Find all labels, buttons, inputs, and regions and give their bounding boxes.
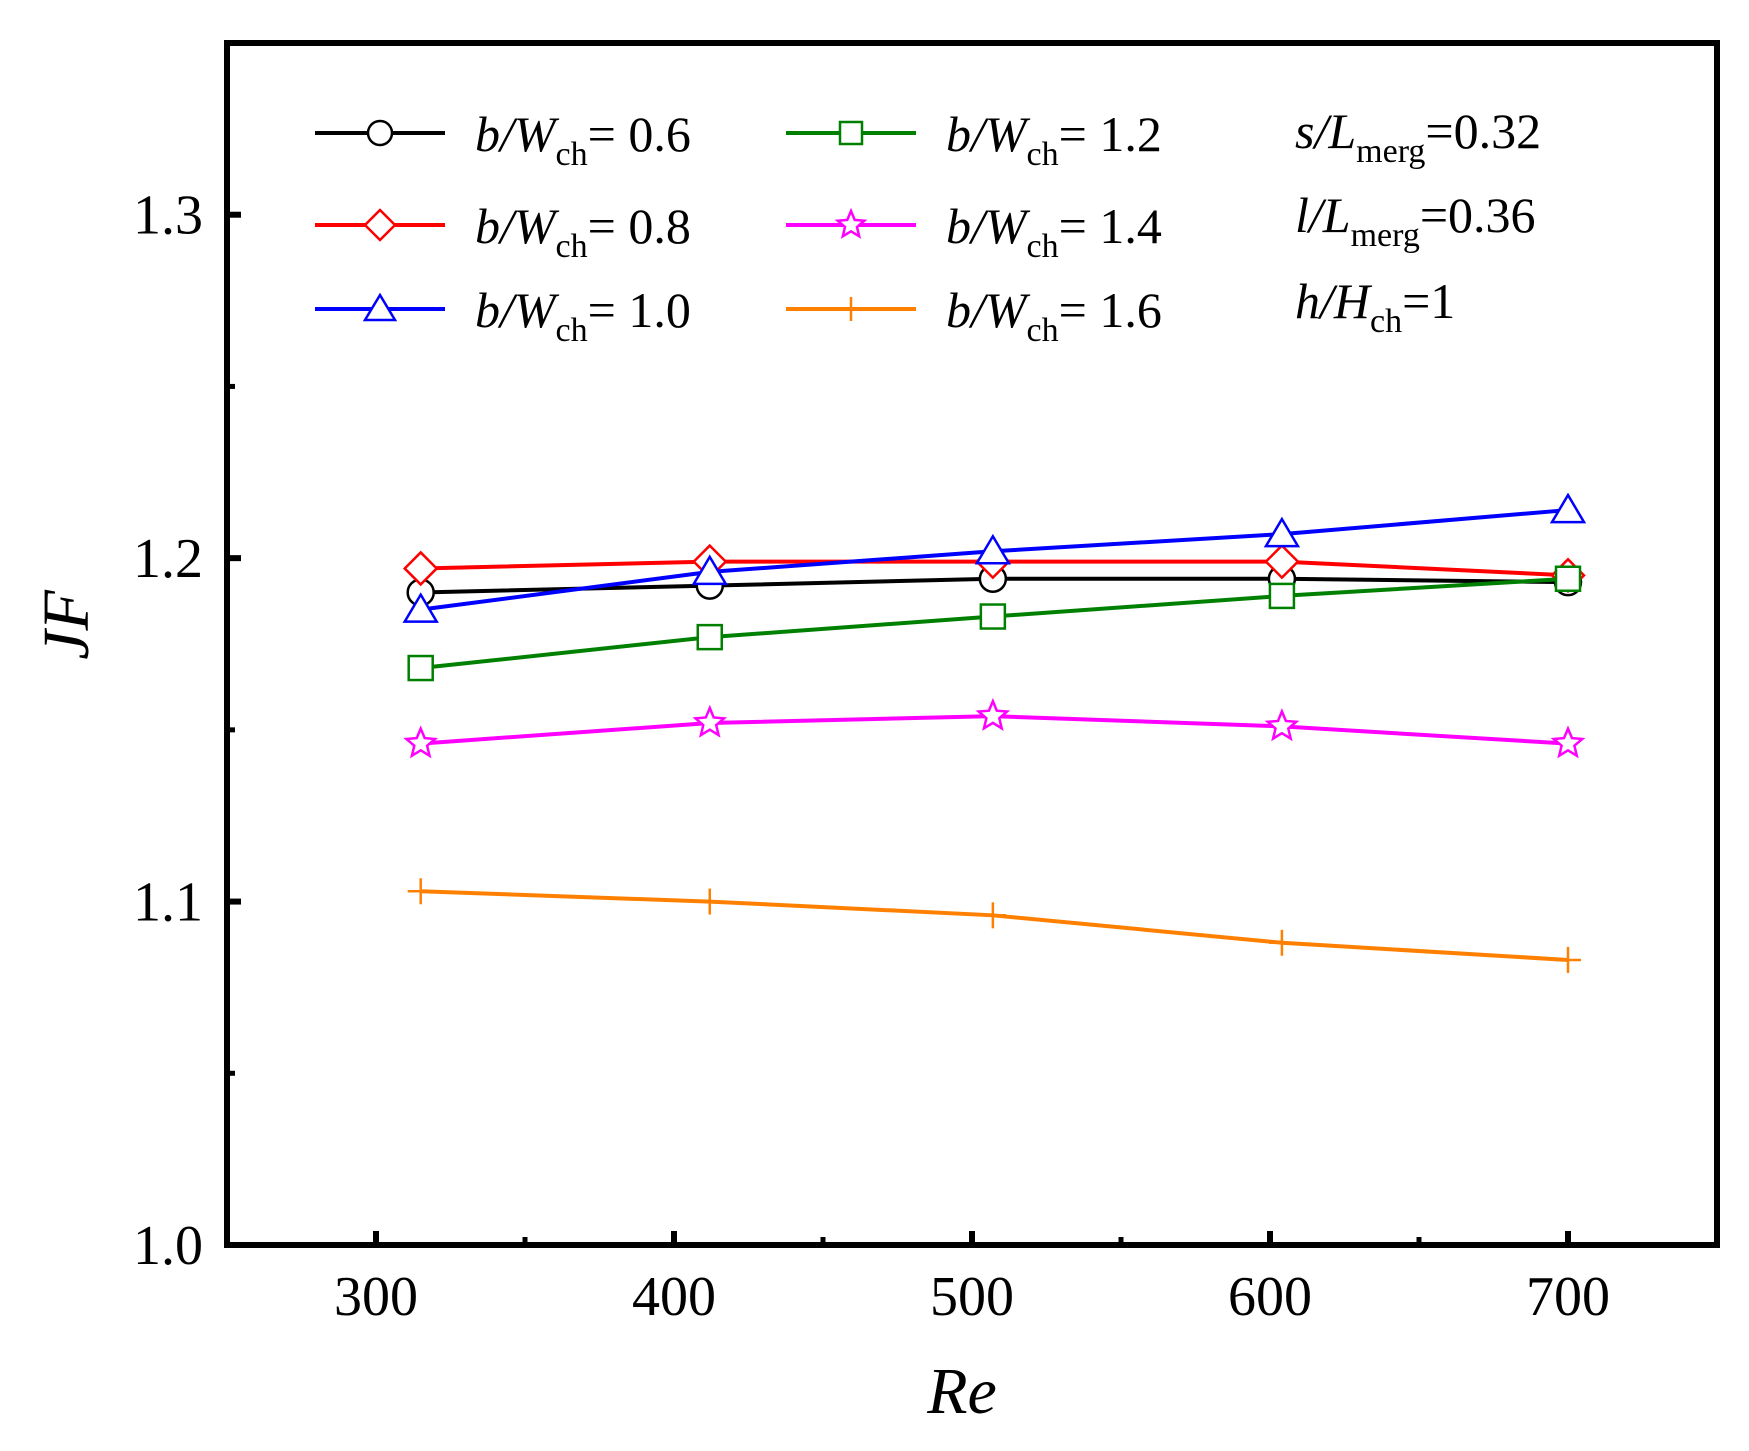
y-tick-label: 1.2 [133, 528, 203, 590]
legend-sub: ch [1027, 136, 1059, 173]
legend-sub: ch [556, 228, 588, 265]
series-line [420, 889, 1569, 962]
legend-item: b/Wch= 0.8 [315, 198, 691, 265]
x-tick-label: 500 [930, 1266, 1014, 1328]
y-tick-label: 1.0 [133, 1215, 203, 1277]
square-marker [1554, 565, 1582, 592]
legend-item: b/Wch= 0.6 [315, 106, 691, 173]
legend-label: b/Wch= 1.4 [946, 198, 1162, 265]
legend-var: b/W [475, 198, 560, 254]
x-tick-label: 700 [1526, 1266, 1610, 1328]
legend-var: b/W [475, 106, 560, 162]
legend-var: b/W [475, 282, 560, 338]
y-tick-label: 1.1 [133, 872, 203, 934]
legend-sub: ch [556, 136, 588, 173]
axis-titles: Re JF [30, 590, 997, 1428]
legend-label: b/Wch= 0.6 [475, 106, 691, 173]
star-marker [1550, 725, 1586, 759]
square-marker [407, 654, 434, 682]
note-var: s/L [1295, 103, 1356, 159]
legend: b/Wch= 0.6b/Wch= 0.8b/Wch= 1.0b/Wch= 1.2… [315, 106, 1162, 349]
star-marker [403, 725, 439, 759]
parameter-annotation: l/Lmerg=0.36 [1295, 187, 1536, 254]
data-series [402, 492, 1587, 973]
series-star [403, 697, 1586, 759]
y-tick-label: 1.3 [133, 185, 203, 247]
legend-value: = 1.0 [588, 282, 691, 338]
series-triangle [402, 492, 1587, 623]
series-square [407, 565, 1582, 682]
x-axis-title: Re [926, 1355, 997, 1428]
plus-marker [1268, 929, 1295, 956]
series-plus [407, 878, 1581, 973]
note-var: h/H [1295, 273, 1373, 329]
legend-item: b/Wch= 1.2 [786, 106, 1162, 173]
tick-labels: 300 400 500 600 700 1.0 1.1 1.2 1.3 [133, 185, 1610, 1328]
note-value: =0.32 [1425, 103, 1541, 159]
note-value: =1 [1402, 273, 1455, 329]
triangle-marker [1549, 492, 1587, 524]
parameter-annotation: s/Lmerg=0.32 [1295, 103, 1541, 170]
star-marker [975, 697, 1011, 731]
triangle-marker [362, 292, 398, 322]
diamond-marker [402, 550, 439, 587]
plus-marker [696, 888, 723, 915]
note-sub: merg [1351, 217, 1420, 254]
diamond-marker [363, 208, 397, 242]
x-tick-label: 600 [1228, 1266, 1312, 1328]
legend-item: b/Wch= 1.6 [786, 282, 1162, 349]
star-marker [1264, 708, 1300, 742]
note-var: l/L [1295, 187, 1351, 243]
legend-label: b/Wch= 0.8 [475, 198, 691, 265]
legend-var: b/W [946, 198, 1031, 254]
legend-label: b/Wch= 1.6 [946, 282, 1162, 349]
note-value: =0.36 [1420, 187, 1536, 243]
y-axis-title: JF [30, 590, 103, 660]
axis-ticks [227, 211, 1571, 1248]
plus-marker [839, 297, 863, 321]
plus-marker [979, 902, 1006, 929]
legend-var: b/W [946, 282, 1031, 338]
circle-marker [366, 119, 394, 147]
square-marker [979, 603, 1007, 630]
star-marker [834, 207, 868, 239]
note-sub: merg [1356, 133, 1425, 170]
plus-marker [1555, 946, 1581, 973]
legend-label: b/Wch= 1.2 [946, 106, 1162, 173]
legend-value: = 0.8 [588, 198, 691, 254]
triangle-marker [691, 554, 728, 586]
diamond-marker [1264, 543, 1300, 580]
legend-value: = 1.6 [1059, 282, 1162, 338]
star-marker [692, 704, 728, 738]
legend-value: = 1.2 [1059, 106, 1162, 162]
legend-item: b/Wch= 1.0 [315, 282, 691, 349]
plus-marker [407, 878, 434, 905]
legend-value: = 1.4 [1059, 198, 1162, 254]
legend-var: b/W [946, 106, 1031, 162]
x-tick-label: 400 [632, 1266, 716, 1328]
note-sub: ch [1370, 303, 1402, 340]
legend-sub: ch [1027, 228, 1059, 265]
legend-item: b/Wch= 1.4 [786, 198, 1162, 265]
triangle-marker [1263, 516, 1301, 548]
triangle-marker [402, 592, 439, 623]
legend-sub: ch [556, 312, 588, 349]
x-tick-label: 300 [334, 1266, 418, 1328]
legend-value: = 0.6 [588, 106, 691, 162]
square-marker [696, 623, 724, 651]
square-marker [838, 120, 864, 146]
legend-sub: ch [1027, 312, 1059, 349]
parameter-annotations: s/Lmerg=0.32l/Lmerg=0.36h/Hch=1 [1295, 103, 1541, 340]
legend-label: b/Wch= 1.0 [475, 282, 691, 349]
square-marker [1268, 582, 1296, 610]
triangle-marker [974, 533, 1012, 565]
parameter-annotation: h/Hch=1 [1295, 273, 1455, 340]
